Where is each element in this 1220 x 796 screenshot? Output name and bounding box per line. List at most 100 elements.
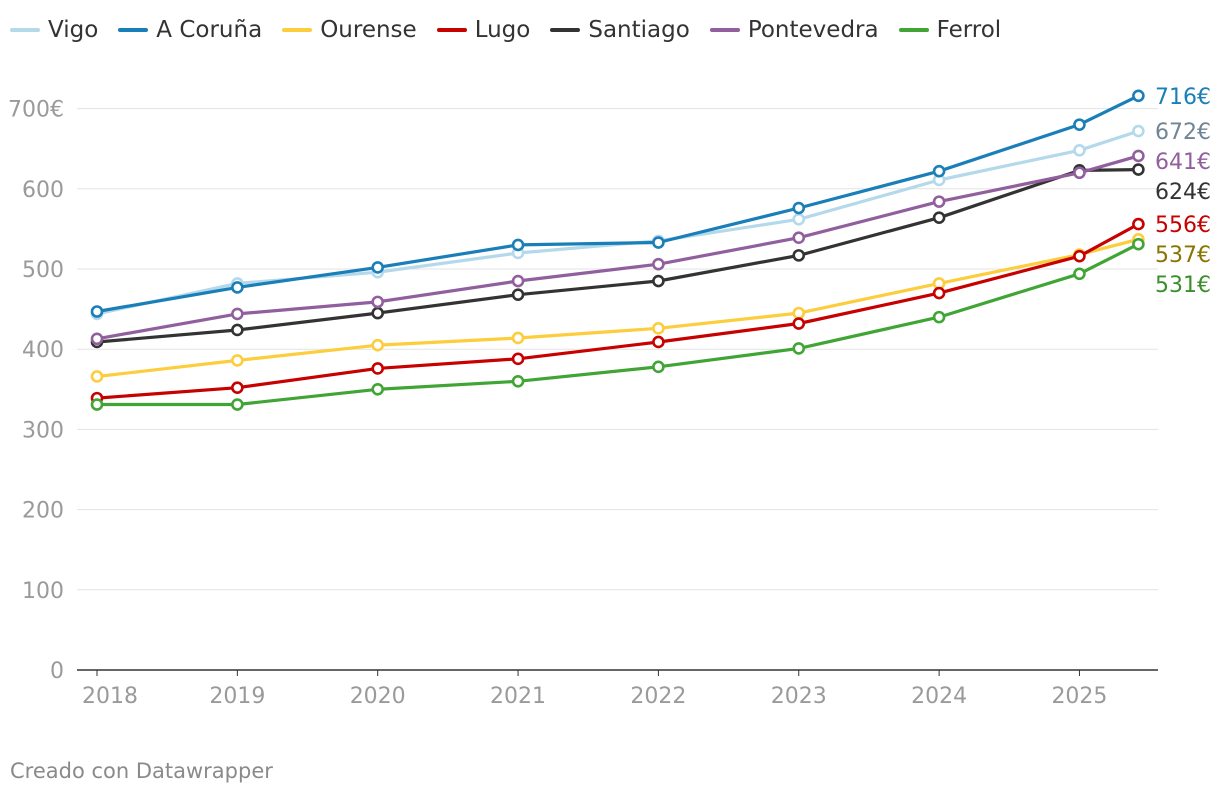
data-point-pontevedra — [511, 274, 525, 288]
series-line-santiago — [95, 168, 1141, 344]
data-point-ferrol — [90, 398, 104, 411]
legend-item-santiago: Santiago — [550, 17, 690, 43]
data-point-ourense — [652, 322, 665, 335]
data-point-a-coru-a — [792, 201, 806, 215]
legend-label: Lugo — [474, 17, 531, 43]
legend-label: Ourense — [320, 17, 417, 43]
x-tick-label: 2022 — [630, 684, 686, 709]
end-value-label: 531€ — [1155, 273, 1211, 298]
data-point-pontevedra — [792, 231, 806, 245]
data-point-pontevedra — [1073, 166, 1086, 180]
credit-text: Creado con Datawrapper — [10, 759, 273, 783]
data-point-ourense — [90, 370, 104, 383]
y-tick-label: 400 — [22, 338, 64, 363]
data-point-a-coru-a — [371, 261, 385, 274]
data-point-ferrol — [1132, 237, 1145, 251]
x-tick-label: 2020 — [350, 684, 406, 709]
legend-item-ourense: Ourense — [282, 17, 417, 43]
data-point-ferrol — [932, 310, 946, 324]
data-point-pontevedra — [1132, 149, 1145, 163]
data-point-a-coru-a — [231, 281, 244, 294]
end-value-label: 716€ — [1155, 85, 1211, 110]
data-point-ferrol — [231, 398, 244, 411]
data-point-ourense — [511, 331, 525, 345]
data-point-vigo — [1132, 124, 1145, 138]
legend-item-vigo: Vigo — [10, 17, 98, 43]
data-point-ourense — [231, 354, 244, 367]
data-point-pontevedra — [231, 307, 244, 321]
y-tick-label: 100 — [22, 579, 64, 604]
data-point-lugo — [652, 335, 665, 349]
data-point-ferrol — [511, 374, 525, 388]
data-point-lugo — [1073, 249, 1086, 263]
data-point-a-coru-a — [511, 238, 525, 252]
data-point-santiago — [231, 323, 244, 337]
end-value-label: 556€ — [1155, 213, 1211, 238]
y-tick-label: 0 — [50, 659, 64, 684]
y-tick-label: 700€ — [8, 98, 64, 123]
x-tick-label: 2025 — [1051, 684, 1107, 709]
legend-swatch — [709, 28, 740, 32]
data-point-pontevedra — [371, 295, 385, 309]
data-point-ferrol — [652, 360, 665, 374]
legend-item-lugo: Lugo — [436, 17, 531, 43]
x-tick-label: 2019 — [209, 684, 265, 709]
data-point-lugo — [231, 381, 244, 394]
data-point-lugo — [1132, 217, 1145, 231]
legend-swatch — [436, 28, 467, 32]
data-point-lugo — [511, 352, 525, 366]
legend-item-ferrol: Ferrol — [898, 17, 1002, 43]
series-line-ourense — [95, 237, 1141, 379]
data-point-pontevedra — [652, 257, 665, 271]
data-point-a-coru-a — [1132, 89, 1145, 103]
y-tick-label: 500 — [22, 258, 64, 283]
y-tick-label: 300 — [22, 418, 64, 443]
legend-label: Ferrol — [936, 17, 1002, 43]
legend-swatch — [282, 28, 313, 32]
data-point-santiago — [792, 249, 806, 262]
data-point-lugo — [932, 286, 946, 300]
end-value-label: 537€ — [1155, 243, 1211, 268]
legend-label: Vigo — [48, 17, 99, 43]
data-point-vigo — [1073, 144, 1086, 157]
data-point-santiago — [1132, 163, 1145, 176]
y-tick-label: 200 — [22, 499, 64, 524]
data-point-pontevedra — [90, 332, 104, 346]
data-point-a-coru-a — [652, 236, 665, 249]
data-point-ferrol — [371, 382, 385, 396]
data-point-santiago — [511, 288, 525, 301]
legend-label: Pontevedra — [747, 17, 879, 43]
legend-swatch — [898, 28, 929, 32]
end-value-label: 641€ — [1155, 150, 1211, 175]
data-point-a-coru-a — [90, 305, 104, 318]
chart-legend: Vigo A Coruña Ourense Lugo Santiago Pontevedr… — [10, 14, 1021, 46]
data-point-ferrol — [792, 342, 806, 355]
legend-swatch — [118, 28, 149, 32]
series-line-pontevedra — [95, 154, 1141, 341]
y-tick-label: 600 — [22, 178, 64, 203]
data-point-ourense — [792, 306, 806, 320]
end-value-label: 672€ — [1155, 120, 1211, 145]
x-tick-label: 2021 — [490, 684, 546, 709]
legend-swatch — [550, 28, 581, 32]
legend-item-pontevedra: Pontevedra — [709, 17, 879, 43]
data-point-a-coru-a — [1073, 118, 1086, 131]
legend-item-a-coru-a: A Coruña — [118, 17, 262, 43]
data-point-vigo — [792, 212, 806, 226]
x-tick-label: 2018 — [82, 684, 138, 709]
data-point-santiago — [652, 274, 665, 288]
data-point-santiago — [932, 211, 946, 224]
legend-label: Santiago — [588, 17, 690, 43]
data-point-pontevedra — [932, 195, 946, 208]
end-value-label: 624€ — [1155, 180, 1211, 205]
data-point-lugo — [792, 317, 806, 330]
data-point-ferrol — [1073, 267, 1086, 281]
data-point-santiago — [371, 306, 385, 320]
data-point-lugo — [371, 362, 385, 375]
x-tick-label: 2024 — [911, 684, 967, 709]
x-tick-label: 2023 — [771, 684, 827, 709]
legend-label: A Coruña — [156, 17, 263, 43]
data-point-a-coru-a — [932, 164, 946, 178]
data-point-ourense — [371, 338, 385, 352]
